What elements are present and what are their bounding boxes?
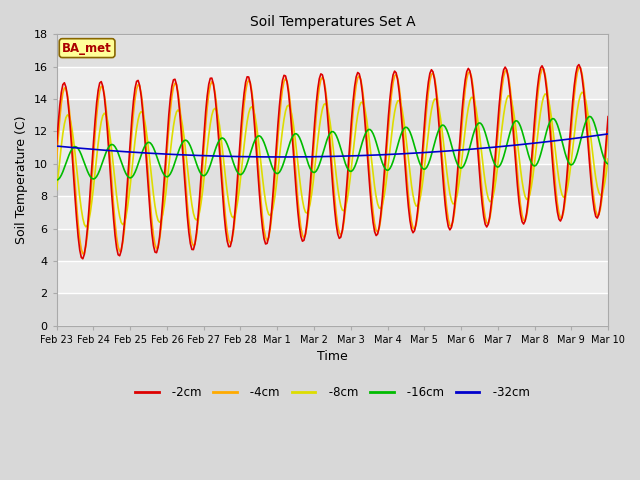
Y-axis label: Soil Temperature (C): Soil Temperature (C) — [15, 116, 28, 244]
Text: BA_met: BA_met — [62, 42, 112, 55]
Bar — [57, 228, 608, 261]
Bar — [57, 196, 608, 228]
Bar — [57, 293, 608, 326]
Bar — [57, 164, 608, 196]
Bar — [57, 99, 608, 132]
X-axis label: Time: Time — [317, 350, 348, 363]
Legend:  -2cm,  -4cm,  -8cm,  -16cm,  -32cm: -2cm, -4cm, -8cm, -16cm, -32cm — [131, 381, 534, 404]
Bar — [57, 132, 608, 164]
Bar — [57, 261, 608, 293]
Bar — [57, 67, 608, 99]
Title: Soil Temperatures Set A: Soil Temperatures Set A — [250, 15, 415, 29]
Bar — [57, 35, 608, 67]
